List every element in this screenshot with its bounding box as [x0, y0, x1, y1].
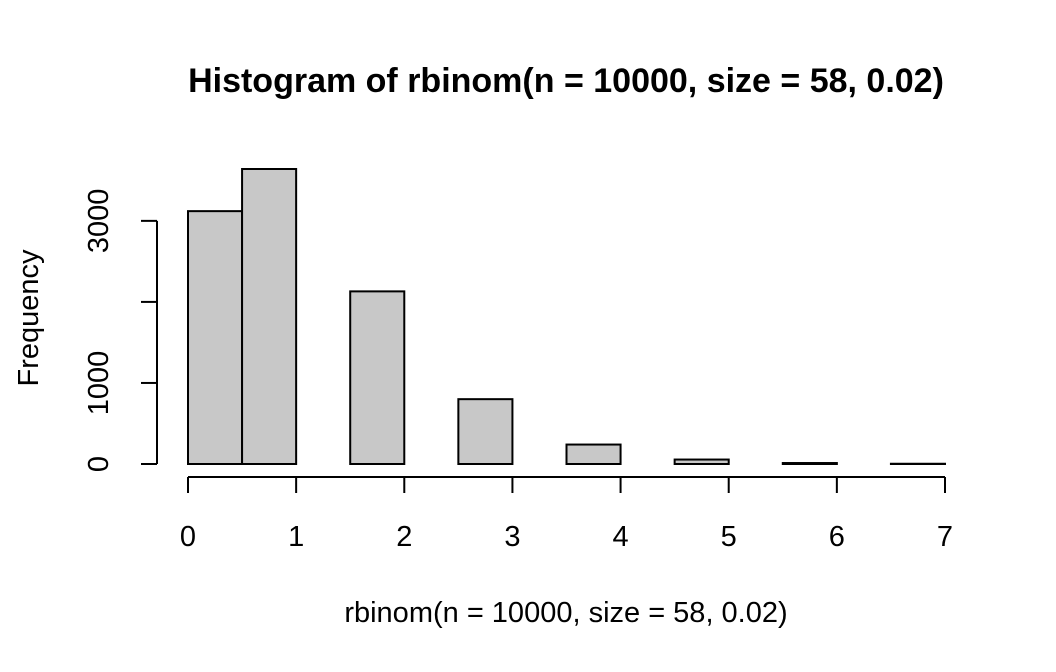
x-tick-label: 3 [504, 521, 520, 553]
histogram-bar [187, 210, 244, 465]
y-tick-label: 3000 [83, 189, 115, 254]
histogram-bar [781, 462, 838, 465]
y-tick-label: 0 [83, 456, 115, 472]
histogram-bar [241, 168, 298, 465]
x-axis-label: rbinom(n = 10000, size = 58, 0.02) [344, 597, 787, 629]
x-tick-label: 1 [288, 521, 304, 553]
chart-title: Histogram of rbinom(n = 10000, size = 58… [188, 62, 944, 100]
x-tick-label: 5 [721, 521, 737, 553]
x-tick-label: 6 [829, 521, 845, 553]
y-tick-label: 1000 [83, 351, 115, 416]
y-axis-label: Frequency [13, 249, 45, 387]
x-tick-label: 0 [180, 521, 196, 553]
x-axis: 0 1 2 3 4 5 6 7 [180, 476, 953, 553]
histogram-bar [673, 458, 730, 465]
bars-group [187, 168, 947, 465]
x-tick-label: 4 [613, 521, 629, 553]
x-tick-label: 2 [396, 521, 412, 553]
histogram-bar [349, 290, 406, 465]
histogram-bar [457, 398, 514, 465]
histogram-bar [565, 443, 622, 465]
x-tick-label: 7 [937, 521, 953, 553]
y-axis: 0 1000 3000 [83, 189, 158, 472]
